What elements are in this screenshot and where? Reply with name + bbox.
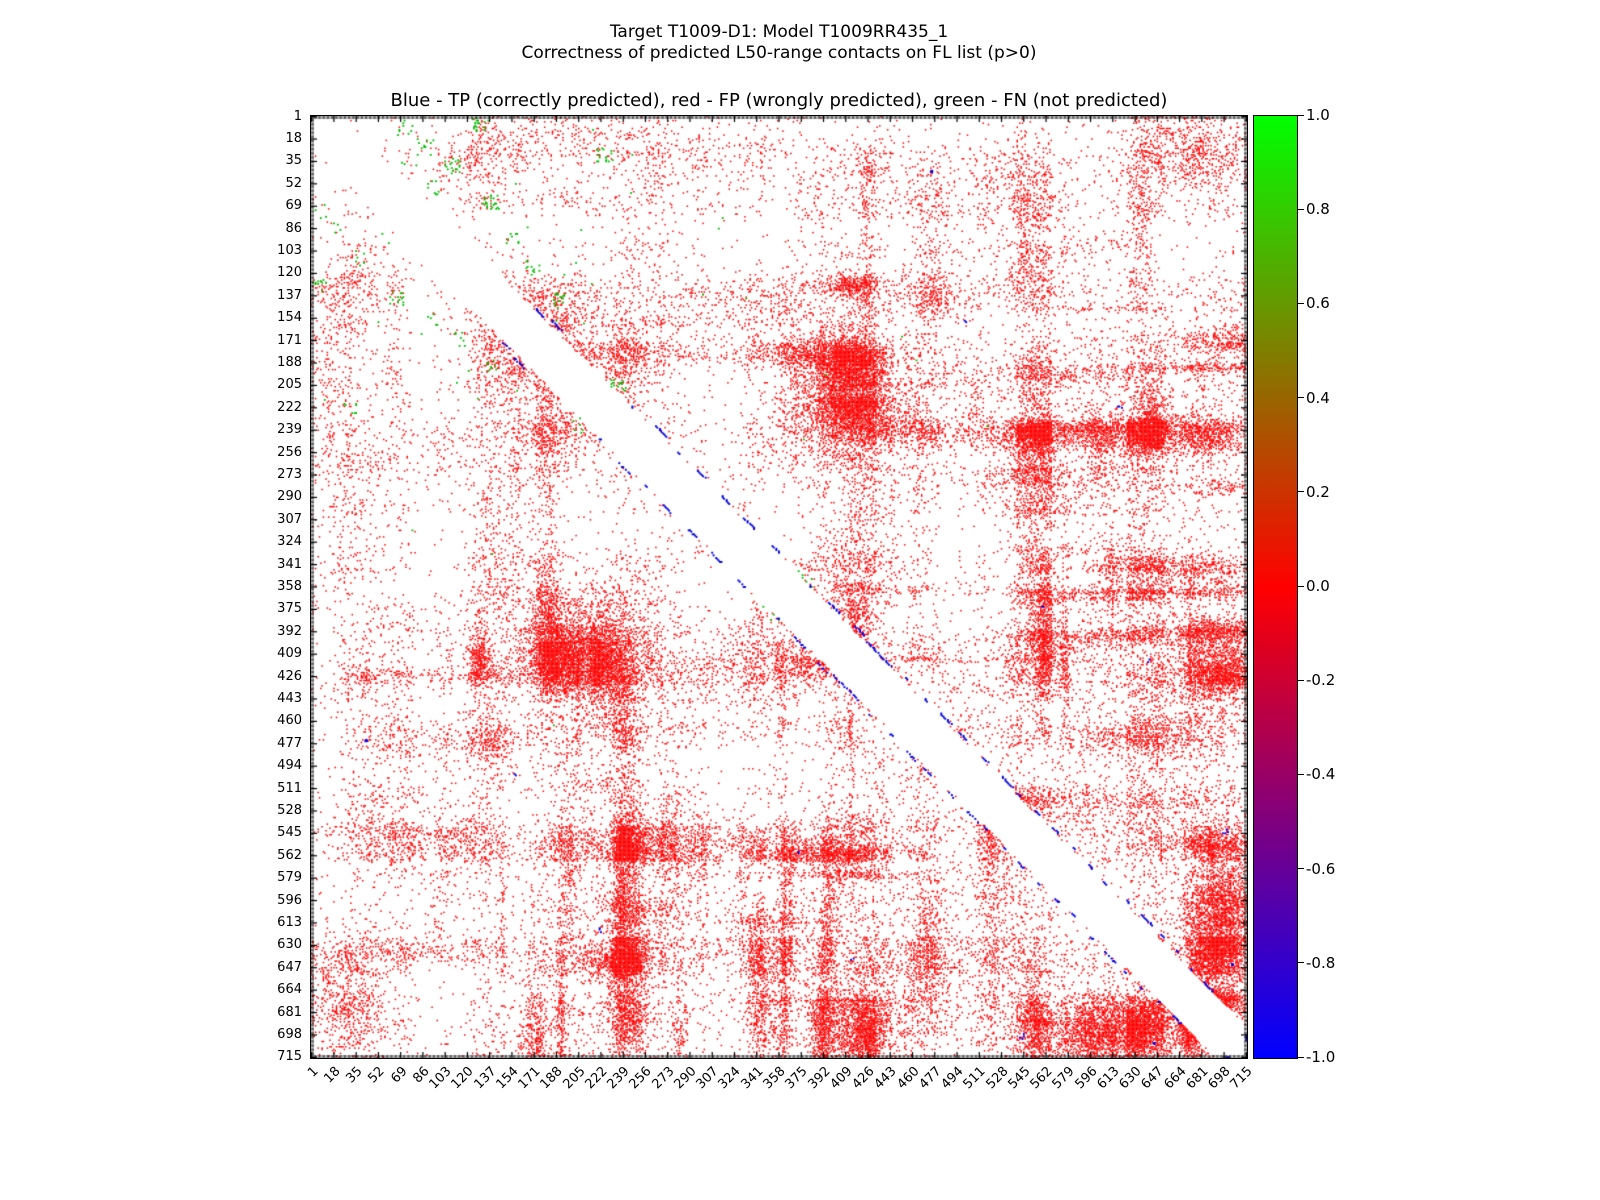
y-tick-label: 18 xyxy=(285,131,302,147)
colorbar-tick-label: 1.0 xyxy=(1306,106,1330,124)
colorbar-tick-mark xyxy=(1298,491,1304,493)
contact-map-plot xyxy=(310,115,1248,1059)
colorbar-tick-label: 0.2 xyxy=(1306,482,1330,501)
colorbar-tick-label: 0.6 xyxy=(1306,294,1330,313)
colorbar-tick-mark xyxy=(1298,868,1304,870)
y-tick-label: 545 xyxy=(277,825,302,841)
y-tick-label: 290 xyxy=(277,489,302,505)
y-tick-label: 630 xyxy=(277,937,302,953)
y-tick-label: 35 xyxy=(285,153,302,169)
y-tick-label: 562 xyxy=(277,847,302,863)
y-tick-label: 52 xyxy=(285,175,302,191)
colorbar-tick-label: 0.4 xyxy=(1306,388,1330,407)
colorbar-tick-mark xyxy=(1298,679,1304,681)
y-tick-label: 494 xyxy=(277,758,302,774)
figure-title-line1: Target T1009-D1: Model T1009RR435_1 xyxy=(609,22,949,42)
y-tick-label: 69 xyxy=(285,198,302,214)
colorbar-tick-label: -1.0 xyxy=(1306,1048,1336,1066)
y-tick-label: 409 xyxy=(277,646,302,662)
y-tick-label: 154 xyxy=(277,310,302,326)
y-tick-label: 647 xyxy=(277,959,302,975)
colorbar-tick-label: -0.8 xyxy=(1306,953,1336,972)
colorbar-tick-label: 0.8 xyxy=(1306,200,1330,219)
colorbar-tick-mark xyxy=(1298,397,1304,399)
y-tick-label: 341 xyxy=(277,556,302,572)
colorbar-tick-mark xyxy=(1298,773,1304,775)
y-tick-label: 426 xyxy=(277,668,302,684)
y-tick-label: 120 xyxy=(277,265,302,281)
y-tick-label: 86 xyxy=(285,220,302,236)
y-tick-label: 681 xyxy=(277,1004,302,1020)
colorbar-tick-mark xyxy=(1298,302,1304,304)
y-tick-label: 188 xyxy=(277,355,302,371)
y-tick-label: 222 xyxy=(277,399,302,415)
y-tick-label: 205 xyxy=(277,377,302,393)
y-tick-label: 579 xyxy=(277,870,302,886)
y-tick-label: 137 xyxy=(277,287,302,303)
y-tick-label: 239 xyxy=(277,422,302,438)
y-tick-label: 715 xyxy=(277,1049,302,1065)
colorbar-tick-mark xyxy=(1298,962,1304,964)
colorbar-tick-label: -0.2 xyxy=(1306,671,1336,690)
y-tick-label: 443 xyxy=(277,690,302,706)
colorbar-tick-label: -0.4 xyxy=(1306,765,1336,784)
colorbar-tick-label: -0.6 xyxy=(1306,859,1336,878)
y-tick-label: 256 xyxy=(277,444,302,460)
y-tick-label: 528 xyxy=(277,802,302,818)
y-tick-label: 307 xyxy=(277,511,302,527)
y-tick-label: 511 xyxy=(277,780,302,796)
colorbar xyxy=(1253,115,1298,1059)
y-tick-label: 358 xyxy=(277,579,302,594)
y-tick-label: 392 xyxy=(277,623,302,639)
colorbar-tick-mark xyxy=(1298,1056,1304,1058)
y-tick-label: 324 xyxy=(277,534,302,550)
y-tick-label: 460 xyxy=(277,713,302,729)
y-tick-label: 1 xyxy=(293,108,302,124)
y-tick-label: 664 xyxy=(277,982,302,998)
y-tick-label: 613 xyxy=(277,914,302,930)
colorbar-tick-mark xyxy=(1298,114,1304,116)
y-tick-label: 375 xyxy=(277,601,302,617)
y-tick-label: 171 xyxy=(277,332,302,348)
y-tick-label: 596 xyxy=(277,892,302,908)
y-tick-label: 103 xyxy=(277,243,302,259)
colorbar-tick-mark xyxy=(1298,585,1304,587)
y-tick-label: 273 xyxy=(277,467,302,482)
colorbar-tick-label: 0.0 xyxy=(1306,577,1330,595)
y-tick-label: 477 xyxy=(277,735,302,751)
axes-title: Blue - TP (correctly predicted), red - F… xyxy=(390,90,1168,111)
colorbar-tick-mark xyxy=(1298,208,1304,210)
y-tick-label: 698 xyxy=(277,1026,302,1042)
contact-map-canvas xyxy=(311,116,1247,1058)
figure-title-line2: Correctness of predicted L50-range conta… xyxy=(521,43,1037,63)
